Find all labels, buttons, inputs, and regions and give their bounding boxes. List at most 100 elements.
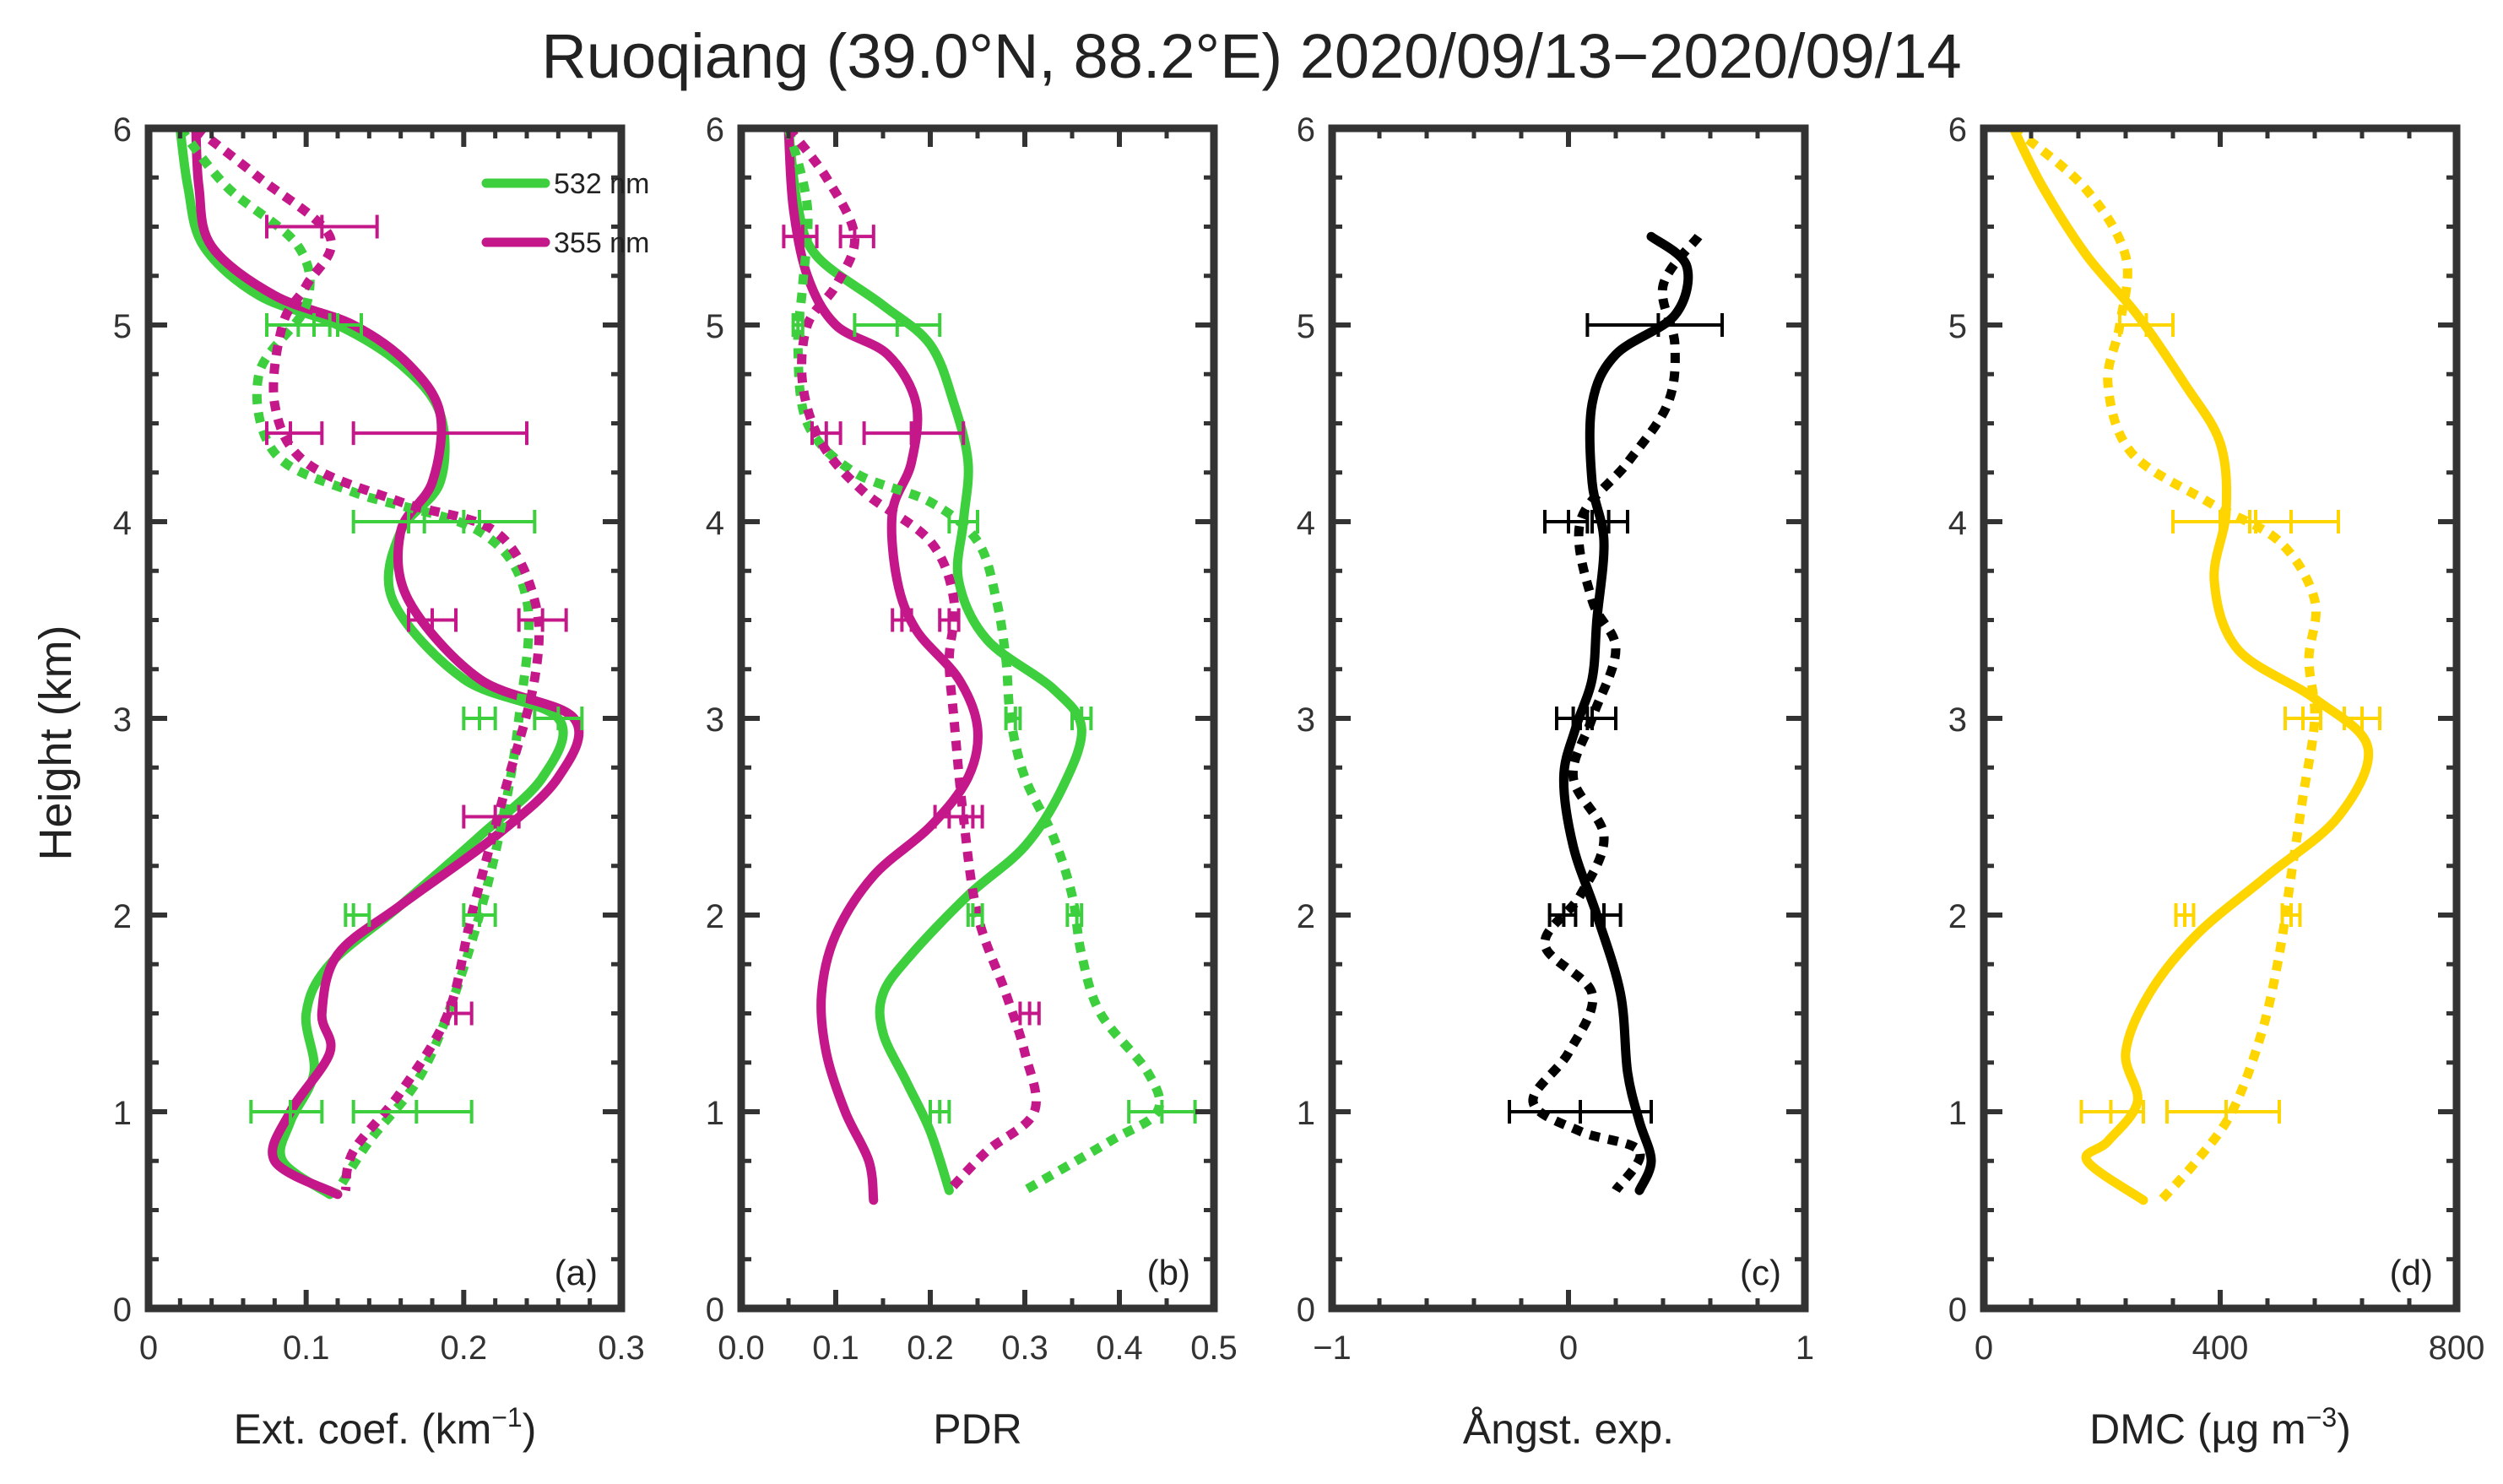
error-bar bbox=[2248, 510, 2340, 533]
y-tick-label: 1 bbox=[1948, 1095, 1967, 1132]
error-bar bbox=[838, 225, 875, 249]
series-line-dotted bbox=[2010, 128, 2321, 1204]
series-line-solid bbox=[1558, 231, 1693, 1195]
error-bar bbox=[462, 804, 521, 829]
legend-label: 532 nm bbox=[554, 168, 649, 200]
error-bar bbox=[1590, 903, 1623, 927]
error-bar bbox=[2165, 1100, 2281, 1124]
x-tick-label: 0.0 bbox=[718, 1330, 765, 1367]
panel-1: 0 1 2 3 4 5 6 0 0.1 0.2 0.3 Ext. coef. (km−1) (a) 532… bbox=[113, 111, 650, 1453]
y-tick-label: 3 bbox=[113, 701, 132, 739]
error-bar bbox=[2174, 903, 2196, 927]
y-tick-label: 1 bbox=[1297, 1095, 1315, 1132]
x-axis-label-text: PDR bbox=[933, 1405, 1022, 1453]
series-group bbox=[2008, 128, 2374, 1205]
y-tick-label: 5 bbox=[706, 308, 724, 345]
error-bar bbox=[533, 707, 584, 730]
y-tick-label: 4 bbox=[113, 505, 132, 542]
x-tick-label: 0.5 bbox=[1190, 1330, 1238, 1367]
error-bar bbox=[407, 608, 458, 632]
y-tick-label: 1 bbox=[706, 1095, 724, 1132]
x-axis-label: DMC (µg m−3) bbox=[2089, 1402, 2351, 1453]
error-bar bbox=[265, 421, 324, 446]
error-bar bbox=[1585, 313, 1724, 337]
series-line-355-nm-solid bbox=[191, 128, 584, 1200]
y-tick-label: 0 bbox=[113, 1292, 132, 1329]
x-tick-label: 1 bbox=[1796, 1330, 1814, 1367]
panel-letter: (a) bbox=[555, 1253, 598, 1292]
error-bar bbox=[517, 608, 568, 632]
error-bar bbox=[351, 1100, 474, 1124]
x-axis-label-text: Ångst. exp. bbox=[1463, 1405, 1674, 1453]
error-bar bbox=[2171, 510, 2257, 533]
error-bar bbox=[1065, 903, 1084, 927]
error-bar bbox=[1579, 707, 1617, 730]
error-bar bbox=[782, 225, 819, 249]
y-tick-label: 4 bbox=[1948, 505, 1967, 542]
y-tick-label: 3 bbox=[1948, 701, 1967, 739]
x-tick-label: 400 bbox=[2192, 1330, 2249, 1367]
x-axis-label-superscript: −3 bbox=[2306, 1402, 2337, 1433]
legend: 532 nm 355 nm bbox=[481, 168, 649, 259]
series-line-355-nm-solid bbox=[783, 128, 983, 1205]
y-tick-label: 6 bbox=[706, 111, 724, 149]
y-tick-label: 0 bbox=[706, 1292, 724, 1329]
y-tick-label: 2 bbox=[1948, 898, 1967, 935]
x-axis-label: Ångst. exp. bbox=[1463, 1405, 1674, 1453]
y-tick-label: 6 bbox=[1297, 111, 1315, 149]
error-bar bbox=[1508, 1100, 1653, 1124]
y-tick-label: 4 bbox=[706, 505, 724, 542]
x-tick-label: 0 bbox=[139, 1330, 158, 1367]
x-tick-label: −1 bbox=[1313, 1330, 1352, 1367]
y-tick-label: 6 bbox=[1948, 111, 1967, 149]
y-tick-label: 0 bbox=[1297, 1292, 1315, 1329]
x-tick-label: 0.1 bbox=[812, 1330, 859, 1367]
x-tick-label: 0 bbox=[1559, 1330, 1578, 1367]
error-bar bbox=[1004, 707, 1022, 730]
y-tick-label: 1 bbox=[113, 1095, 132, 1132]
error-bar bbox=[446, 1001, 474, 1026]
y-tick-label: 3 bbox=[1297, 701, 1315, 739]
x-tick-label: 0.3 bbox=[598, 1330, 645, 1367]
x-axis-label-tail: ) bbox=[523, 1405, 537, 1453]
panel-4: 0 1 2 3 4 5 6 0 400 800 DMC (µg m−3) (d) bbox=[1948, 111, 2485, 1453]
error-bar bbox=[933, 804, 966, 829]
series-line-532-nm-solid bbox=[783, 128, 1086, 1195]
error-bar bbox=[2280, 903, 2302, 927]
y-tick-label: 2 bbox=[1297, 898, 1315, 935]
error-bar bbox=[265, 214, 379, 239]
x-axis-label: PDR bbox=[933, 1405, 1022, 1453]
y-tick-label: 5 bbox=[1948, 308, 1967, 345]
x-axis-label-superscript: −1 bbox=[491, 1402, 522, 1433]
figure-title: Ruoqiang (39.0°N, 88.2°E) 2020/09/13−202… bbox=[541, 21, 1962, 91]
x-axis-label-text: DMC (µg m bbox=[2089, 1405, 2306, 1453]
y-tick-label: 5 bbox=[1297, 308, 1315, 345]
series-group bbox=[783, 128, 1165, 1205]
panel-letter: (d) bbox=[2390, 1253, 2433, 1292]
error-bar bbox=[1543, 510, 1590, 533]
error-bar bbox=[2079, 1100, 2145, 1124]
series-line-532-nm-dotted bbox=[176, 128, 534, 1194]
series-line-355-nm-dotted bbox=[784, 128, 1041, 1194]
error-bar bbox=[2343, 707, 2381, 730]
error-bar bbox=[810, 421, 842, 446]
axes-frame bbox=[1980, 124, 2461, 1313]
x-tick-label: 0.4 bbox=[1096, 1330, 1143, 1367]
series-line-355-nm-dotted bbox=[192, 128, 544, 1192]
error-bar bbox=[966, 903, 984, 927]
x-axis-label-text: Ext. coef. (km bbox=[234, 1405, 492, 1453]
error-bar bbox=[344, 903, 371, 927]
panel-2: 0 1 2 3 4 5 6 0.0 0.1 0.2 0.3 0.4 0.5 PDR (b) bbox=[706, 111, 1238, 1453]
error-bar bbox=[2118, 313, 2175, 337]
error-bar bbox=[1127, 1100, 1197, 1124]
x-axis-label: Ext. coef. (km−1) bbox=[234, 1402, 537, 1453]
x-axis-label-tail: ) bbox=[2337, 1405, 2351, 1453]
legend-label: 355 nm bbox=[554, 227, 649, 259]
panel-letter: (b) bbox=[1147, 1253, 1190, 1292]
series-line-532-nm-solid bbox=[175, 128, 568, 1200]
x-tick-label: 800 bbox=[2429, 1330, 2485, 1367]
error-bar bbox=[249, 1100, 324, 1124]
